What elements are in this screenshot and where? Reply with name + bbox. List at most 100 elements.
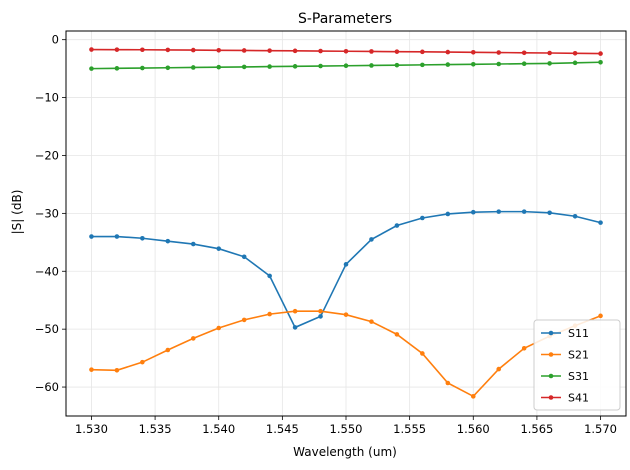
grid-lines	[66, 31, 626, 416]
data-point-s41	[598, 51, 603, 56]
data-point-s41	[343, 48, 349, 54]
data-point-s21	[343, 312, 349, 317]
data-point-s31	[140, 65, 145, 71]
data-point-s11	[114, 234, 120, 239]
data-point-s41	[394, 49, 400, 54]
data-point-s31	[445, 62, 451, 67]
data-point-s41	[521, 50, 527, 56]
y-tick-label: −50	[35, 322, 59, 336]
data-point-s21	[496, 366, 502, 372]
data-point-s31	[165, 65, 171, 71]
data-point-s21	[267, 311, 272, 317]
data-point-s11	[216, 246, 222, 251]
data-point-s11	[420, 215, 425, 221]
data-point-s31	[521, 61, 527, 67]
x-tick-label: 1.530	[75, 422, 108, 436]
data-point-s21	[369, 319, 374, 324]
chart-title: S-Parameters	[298, 11, 392, 27]
data-point-s11	[292, 325, 298, 330]
data-point-s21	[89, 367, 94, 372]
data-point-s41	[572, 50, 578, 56]
data-point-s41	[165, 47, 171, 53]
data-point-s21	[165, 347, 171, 353]
data-point-s11	[394, 223, 400, 228]
x-tick-label: 1.550	[330, 422, 363, 436]
data-point-s31	[394, 62, 400, 68]
data-point-s41	[114, 47, 120, 52]
data-point-s31	[470, 61, 476, 67]
data-point-s21	[598, 313, 603, 319]
y-tick-label: −20	[35, 148, 59, 162]
data-point-s11	[547, 210, 552, 216]
data-point-s11	[598, 220, 603, 225]
data-point-s31	[89, 66, 94, 71]
data-point-s31	[216, 64, 222, 70]
legend: S11 S21 S31 S41	[533, 319, 621, 411]
legend-marker-s11	[548, 330, 554, 336]
data-point-s31	[267, 64, 272, 69]
data-point-s31	[343, 63, 349, 69]
data-point-s21	[394, 332, 400, 337]
data-point-s11	[496, 209, 502, 214]
data-point-s31	[114, 66, 120, 71]
data-point-s31	[598, 59, 603, 65]
data-point-s11	[318, 314, 323, 319]
legend-marker-s31	[548, 373, 554, 379]
data-point-s41	[318, 48, 323, 54]
data-point-s21	[114, 367, 120, 373]
data-point-s11	[267, 273, 272, 279]
x-tick-label: 1.535	[139, 422, 172, 436]
data-point-s11	[140, 235, 145, 241]
data-point-s41	[216, 47, 222, 53]
x-axis-label: Wavelength (um)	[293, 445, 397, 459]
data-point-s11	[343, 262, 349, 267]
x-tick-label: 1.555	[393, 422, 426, 436]
data-point-s41	[445, 49, 451, 55]
data-point-s41	[547, 50, 552, 56]
data-point-s41	[267, 48, 272, 53]
legend-label-s31: S31	[568, 370, 589, 383]
data-point-s21	[470, 394, 476, 399]
legend-label-s11: S11	[568, 327, 589, 340]
y-tick-label: −40	[35, 264, 59, 278]
data-point-s11	[369, 237, 374, 242]
data-point-s11	[470, 209, 476, 215]
data-point-s41	[89, 47, 94, 52]
legend-marker-s41	[548, 395, 554, 400]
data-point-s31	[241, 64, 247, 70]
data-point-s31	[292, 64, 298, 69]
data-point-s31	[547, 61, 552, 66]
data-point-s21	[190, 336, 196, 341]
data-point-s21	[292, 308, 298, 314]
data-point-s41	[140, 47, 145, 53]
data-point-s31	[572, 60, 578, 66]
data-point-s41	[369, 49, 374, 54]
data-point-s41	[190, 47, 196, 53]
data-point-s21	[140, 359, 145, 365]
data-point-s21	[241, 317, 247, 323]
data-point-s11	[521, 209, 527, 214]
data-point-s11	[241, 254, 247, 260]
x-tick-label: 1.540	[202, 422, 235, 436]
y-tick-label: −60	[35, 380, 59, 394]
data-point-s21	[318, 308, 323, 314]
legend-box	[533, 319, 621, 411]
data-point-s11	[190, 241, 196, 247]
x-tick-label: 1.570	[584, 422, 617, 436]
data-point-s41	[241, 48, 247, 53]
y-axis-ticks: 0 −10 −20 −30 −40 −50 −60	[35, 33, 66, 394]
y-tick-label: −10	[35, 91, 59, 105]
x-tick-label: 1.545	[266, 422, 299, 436]
legend-marker-s21	[548, 352, 554, 357]
data-point-s31	[369, 63, 374, 68]
data-point-s41	[496, 50, 502, 55]
series-layer	[89, 47, 603, 399]
y-axis-label: |S| (dB)	[10, 190, 24, 235]
legend-label-s21: S21	[568, 349, 589, 362]
data-point-s11	[445, 211, 451, 217]
data-point-s31	[420, 62, 425, 68]
data-point-s31	[496, 61, 502, 67]
data-point-s21	[420, 351, 425, 356]
data-point-s41	[470, 50, 476, 55]
